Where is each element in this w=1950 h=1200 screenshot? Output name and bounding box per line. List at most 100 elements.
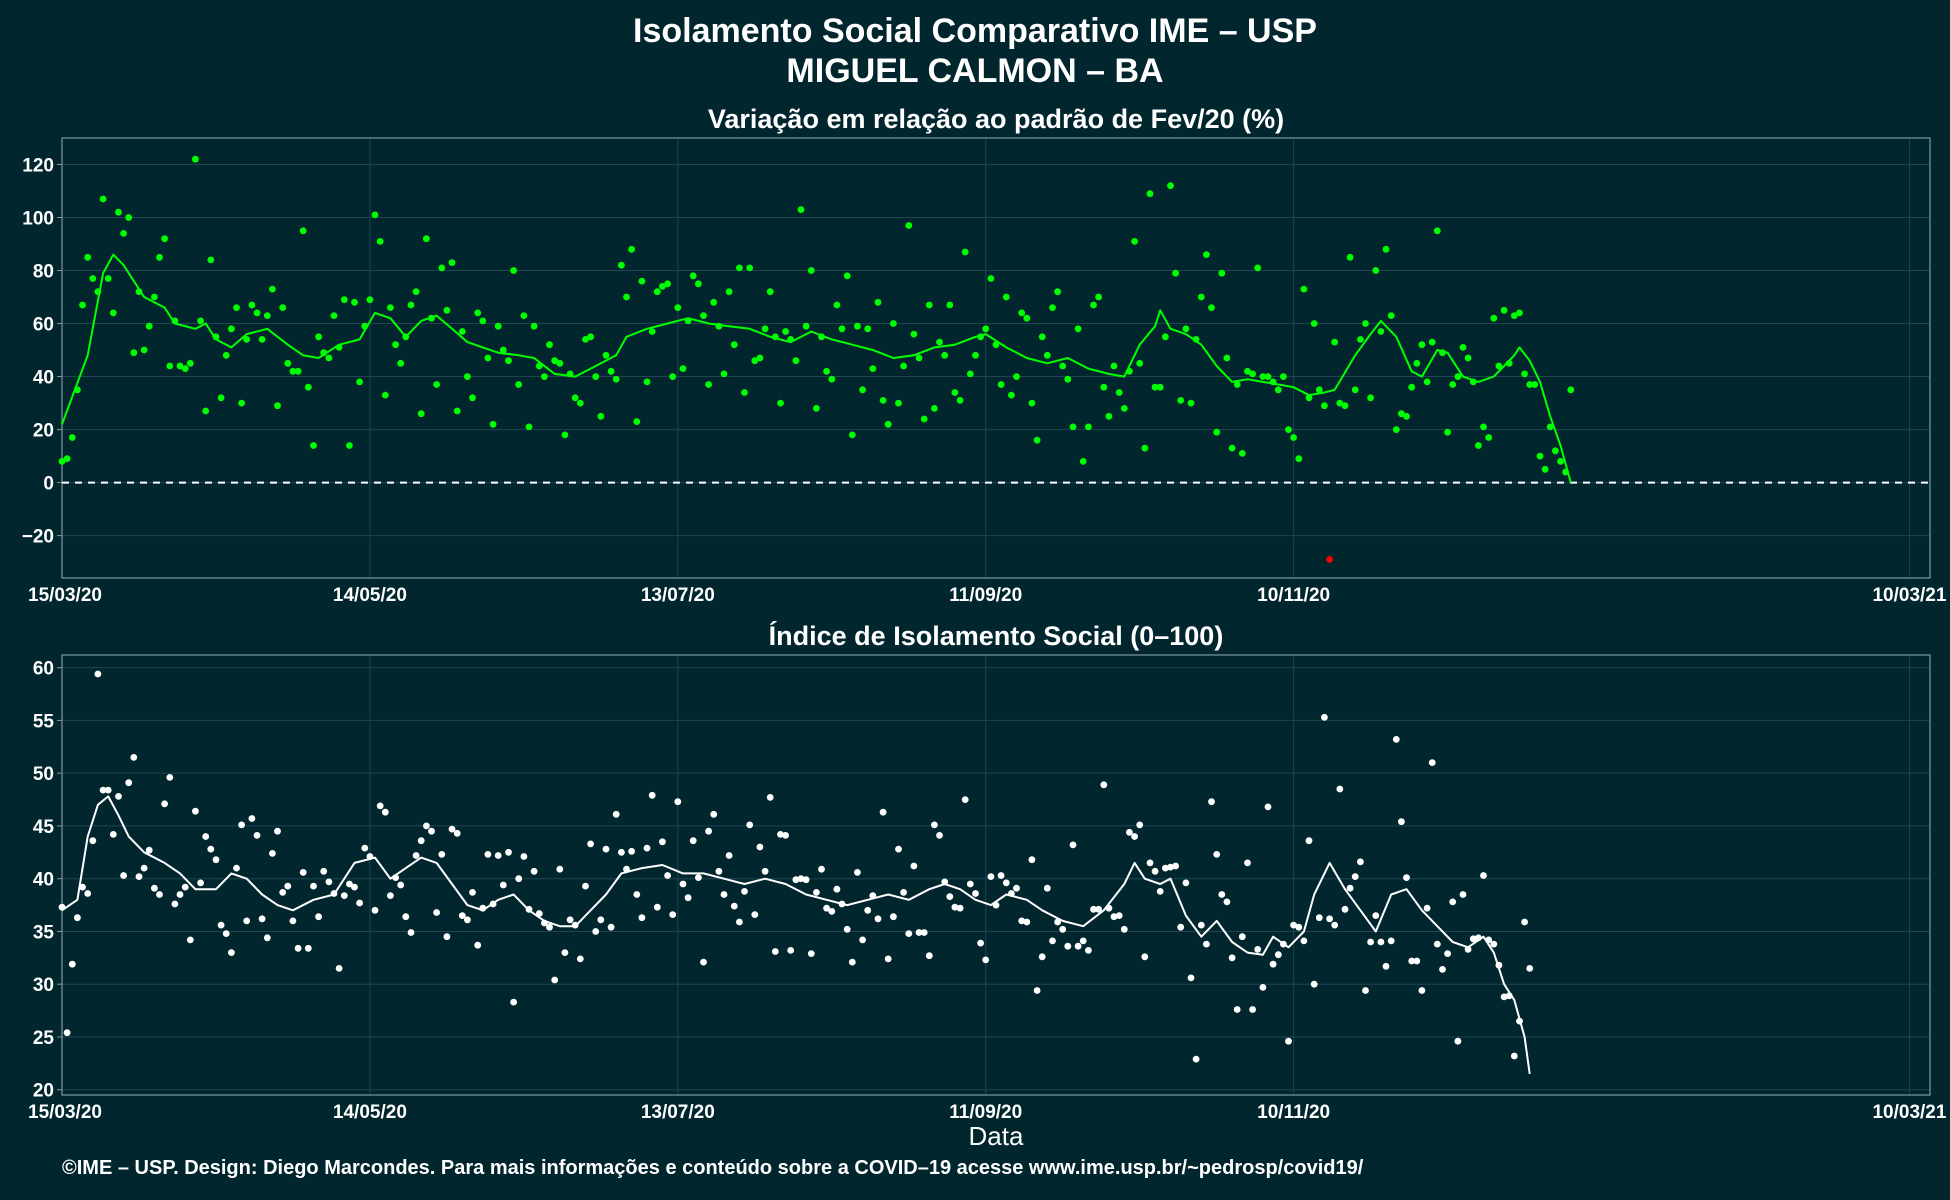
- idx-point-9: [104, 786, 112, 794]
- idx-point-196: [1064, 942, 1072, 950]
- idx-point-91: [525, 905, 533, 913]
- idx-point-64: [387, 892, 394, 899]
- idx-point-93: [535, 910, 543, 917]
- idx-point-19: [156, 891, 163, 898]
- var-point-223: [1203, 251, 1210, 258]
- var-point-112: [633, 418, 641, 425]
- var-point-113: [638, 277, 646, 285]
- var-point-39: [258, 336, 266, 343]
- var-point-91: [525, 423, 533, 431]
- var-point-16: [140, 346, 148, 354]
- idx-point-186: [1013, 884, 1020, 892]
- var-point-71: [423, 235, 430, 243]
- idx-point-102: [582, 882, 589, 890]
- idx-point-35: [238, 821, 246, 829]
- idx-point-269: [1439, 966, 1446, 973]
- idx-point-150: [828, 908, 836, 915]
- idx-point-243: [1305, 837, 1313, 845]
- idx-point-80: [469, 889, 476, 896]
- var-point-24: [181, 365, 189, 372]
- idx-point-158: [869, 892, 877, 899]
- var-point-229: [1233, 381, 1241, 388]
- var-point-273: [1459, 344, 1467, 351]
- var-point-150: [828, 375, 836, 383]
- var-point-196: [1064, 375, 1072, 383]
- var-point-199: [1079, 458, 1087, 465]
- var-point-271: [1449, 381, 1457, 388]
- idx-point-79: [464, 916, 471, 924]
- var-point-44: [284, 359, 292, 367]
- idx-point-273: [1459, 891, 1467, 898]
- var-point-62: [376, 238, 384, 245]
- var-xtick-label-1: 14/05/20: [333, 585, 407, 606]
- idx-point-66: [397, 881, 405, 889]
- idx-point-74: [438, 851, 446, 858]
- var-point-246: [1321, 402, 1328, 410]
- var-point-125: [700, 312, 707, 319]
- main-title: Isolamento Social Comparativo IME – USP: [633, 12, 1317, 50]
- idx-point-199: [1079, 937, 1087, 945]
- idx-point-260: [1392, 736, 1400, 743]
- var-point-136: [756, 354, 764, 362]
- var-point-256: [1372, 267, 1380, 274]
- var-point-32: [222, 351, 230, 359]
- idx-point-44: [284, 882, 292, 890]
- idx-point-7: [94, 670, 102, 678]
- idx-point-176: [961, 796, 969, 803]
- idx-point-43: [279, 889, 287, 896]
- var-point-17: [145, 322, 153, 330]
- idx-point-22: [171, 900, 179, 908]
- var-point-164: [900, 362, 907, 370]
- var-point-85: [494, 322, 502, 330]
- var-point-64: [387, 304, 394, 311]
- idx-point-173: [946, 893, 954, 900]
- idx-point-56: [346, 880, 353, 888]
- idx-point-60: [366, 853, 374, 860]
- var-point-107: [607, 367, 615, 375]
- var-point-211: [1141, 444, 1149, 452]
- idx-point-249: [1336, 785, 1344, 793]
- idx-point-70: [417, 837, 425, 845]
- var-point-14: [130, 349, 138, 357]
- var-point-147: [813, 405, 820, 412]
- idx-point-246: [1321, 713, 1328, 721]
- panel-variacao-title: Variação em relação ao padrão de Fev/20 …: [708, 104, 1284, 134]
- idx-point-185: [1008, 890, 1015, 897]
- idx-point-49: [310, 882, 317, 890]
- idx-point-217: [1172, 862, 1179, 870]
- var-point-180: [982, 325, 990, 333]
- idx-point-205: [1110, 913, 1118, 921]
- idx-point-192: [1043, 884, 1051, 892]
- var-point-116: [653, 288, 661, 296]
- var-point-92: [530, 322, 538, 330]
- idx-point-40: [263, 934, 271, 942]
- idx-point-138: [766, 794, 774, 801]
- var-point-222: [1197, 293, 1205, 301]
- x-axis-label: Data: [969, 1121, 1024, 1151]
- idx-point-45: [289, 917, 297, 925]
- idx-point-94: [541, 919, 548, 927]
- idx-point-222: [1197, 921, 1205, 929]
- idx-point-162: [890, 913, 897, 921]
- idx-point-47: [299, 869, 307, 876]
- idx-point-57: [351, 883, 358, 891]
- idx-point-221: [1192, 1055, 1200, 1063]
- var-point-40: [263, 312, 271, 319]
- idx-point-263: [1408, 957, 1416, 965]
- idx-point-161: [884, 955, 892, 963]
- idx-point-67: [402, 913, 410, 921]
- idx-point-117: [659, 838, 666, 846]
- var-point-173: [946, 301, 954, 309]
- panel-variacao: Variação em relação ao padrão de Fev/20 …: [22, 104, 1947, 606]
- var-point-52: [325, 354, 333, 362]
- var-point-244: [1310, 320, 1318, 327]
- var-point-284: [1516, 309, 1523, 317]
- var-point-191: [1038, 333, 1046, 341]
- idx-point-17: [145, 846, 153, 854]
- var-point-232: [1249, 370, 1256, 378]
- idx-point-13: [125, 779, 133, 787]
- var-point-10: [109, 309, 117, 317]
- var-point-241: [1295, 455, 1303, 463]
- var-point-205: [1110, 362, 1118, 370]
- var-point-108: [612, 375, 620, 383]
